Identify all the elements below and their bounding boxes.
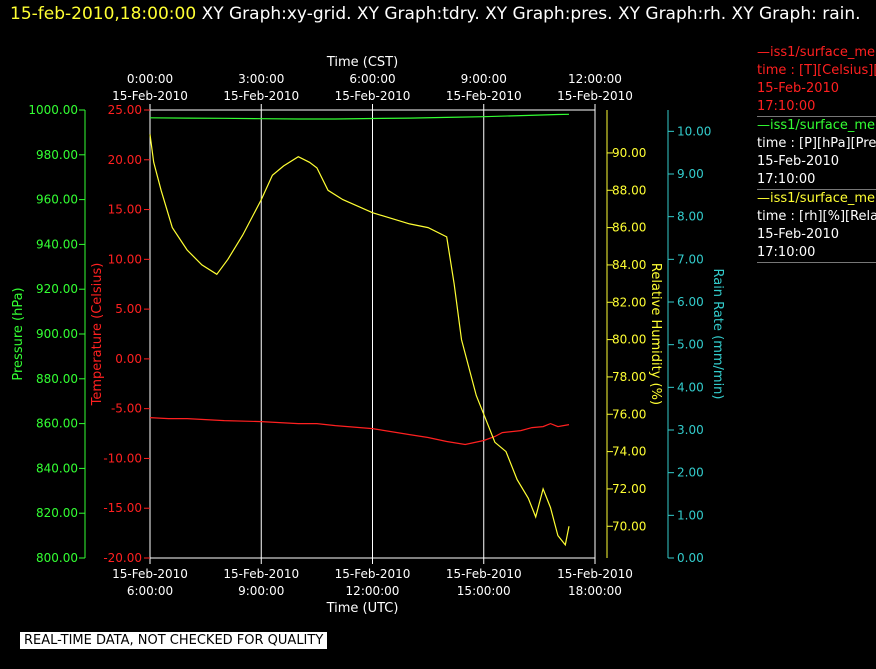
- y-tick-label-rain: 0.00: [677, 551, 704, 565]
- y-tick-label-pressure: 960.00: [36, 193, 78, 207]
- y-tick-label-humidity: 70.00: [612, 519, 646, 533]
- legend-name: —iss1/surface_me: [757, 118, 876, 133]
- legend-date: 15-Feb-2010: [757, 154, 840, 169]
- y-tick-label-rain: 3.00: [677, 423, 704, 437]
- x-axis-title: Time (UTC): [326, 601, 399, 616]
- y-tick-label-rain: 7.00: [677, 252, 704, 266]
- legend-entry-temperature[interactable]: —iss1/surface_me time : [T][Celsius][T 1…: [757, 44, 876, 117]
- graph-header: 15-feb-2010,18:00:00 XY Graph:xy-grid. X…: [10, 0, 870, 28]
- x-top-tick-label-date: 15-Feb-2010: [335, 89, 411, 103]
- x-tick-label-time: 15:00:00: [457, 584, 511, 598]
- y-tick-label-humidity: 88.00: [612, 183, 646, 197]
- legend-units: time : [rh][%][Relati: [757, 209, 876, 224]
- y-axis-title-temperature: Temperature (Celsius): [90, 263, 105, 407]
- legend-time: 17:10:00: [757, 244, 876, 263]
- y-tick-label-rain: 2.00: [677, 466, 704, 480]
- x-tick-label-time: 9:00:00: [238, 584, 284, 598]
- y-tick-label-pressure: 1000.00: [28, 103, 78, 117]
- x-tick-label-date: 15-Feb-2010: [223, 567, 299, 581]
- x-top-tick-label-date: 15-Feb-2010: [223, 89, 299, 103]
- legend-units: time : [P][hPa][Pres: [757, 136, 876, 151]
- legend-date: 15-Feb-2010: [757, 227, 840, 242]
- y-tick-label-pressure: 860.00: [36, 417, 78, 431]
- legend-units: time : [T][Celsius][T: [757, 63, 876, 78]
- header-timestamp: 15-feb-2010,18:00:00: [10, 4, 197, 24]
- series-line-humidity: [149, 134, 570, 547]
- y-tick-label-pressure: 940.00: [36, 237, 78, 251]
- y-tick-label-humidity: 82.00: [612, 295, 646, 309]
- legend-time: 17:10:00: [757, 171, 876, 190]
- y-tick-label-temperature: 20.00: [108, 153, 142, 167]
- x-top-axis-title: Time (CST): [326, 55, 398, 70]
- y-tick-label-humidity: 90.00: [612, 146, 646, 160]
- legend-name: —iss1/surface_me: [757, 45, 876, 60]
- x-top-tick-label-time: 0:00:00: [127, 72, 173, 86]
- y-tick-label-humidity: 86.00: [612, 221, 646, 235]
- y-tick-label-temperature: 10.00: [108, 252, 142, 266]
- y-tick-label-humidity: 84.00: [612, 258, 646, 272]
- x-tick-label-date: 15-Feb-2010: [446, 567, 522, 581]
- header-title: XY Graph:xy-grid. XY Graph:tdry. XY Grap…: [201, 4, 861, 24]
- legend-name: —iss1/surface_me: [757, 191, 876, 206]
- y-tick-label-rain: 5.00: [677, 338, 704, 352]
- x-tick-label-date: 15-Feb-2010: [335, 567, 411, 581]
- y-tick-label-rain: 9.00: [677, 167, 704, 181]
- legend-date: 15-Feb-2010: [757, 81, 840, 96]
- x-tick-label-time: 12:00:00: [346, 584, 400, 598]
- y-axis-title-pressure: Pressure (hPa): [11, 287, 26, 380]
- y-tick-label-temperature: 25.00: [108, 103, 142, 117]
- y-axis-title-rain: Rain Rate (mm/min): [710, 268, 725, 399]
- y-tick-label-pressure: 920.00: [36, 282, 78, 296]
- x-top-tick-label-time: 9:00:00: [461, 72, 507, 86]
- y-tick-label-temperature: -15.00: [103, 501, 142, 515]
- series-line-pressure: [149, 113, 570, 120]
- x-top-tick-label-time: 12:00:00: [568, 72, 622, 86]
- x-top-tick-label-time: 3:00:00: [238, 72, 284, 86]
- x-top-tick-label-date: 15-Feb-2010: [112, 89, 188, 103]
- y-tick-label-temperature: -20.00: [103, 551, 142, 565]
- y-tick-label-rain: 4.00: [677, 380, 704, 394]
- y-tick-label-pressure: 900.00: [36, 327, 78, 341]
- y-tick-label-humidity: 80.00: [612, 333, 646, 347]
- x-tick-label-date: 15-Feb-2010: [557, 567, 633, 581]
- y-tick-label-rain: 10.00: [677, 124, 711, 138]
- x-tick-label-date: 15-Feb-2010: [112, 567, 188, 581]
- y-tick-label-rain: 6.00: [677, 295, 704, 309]
- y-axis-title-humidity: Relative Humidity (%): [648, 263, 663, 405]
- y-tick-label-temperature: 15.00: [108, 203, 142, 217]
- y-tick-label-rain: 8.00: [677, 210, 704, 224]
- y-tick-label-pressure: 980.00: [36, 148, 78, 162]
- y-tick-label-temperature: -10.00: [103, 451, 142, 465]
- y-tick-label-temperature: 0.00: [115, 352, 142, 366]
- y-tick-label-temperature: 5.00: [115, 302, 142, 316]
- legend-entry-pressure[interactable]: —iss1/surface_me time : [P][hPa][Pres 15…: [757, 117, 876, 190]
- y-tick-label-humidity: 76.00: [612, 407, 646, 421]
- x-top-tick-label-date: 15-Feb-2010: [557, 89, 633, 103]
- x-top-tick-label-time: 6:00:00: [349, 72, 395, 86]
- y-tick-label-rain: 1.00: [677, 508, 704, 522]
- y-tick-label-humidity: 72.00: [612, 482, 646, 496]
- y-tick-label-humidity: 74.00: [612, 445, 646, 459]
- y-tick-label-pressure: 820.00: [36, 506, 78, 520]
- y-tick-label-pressure: 880.00: [36, 372, 78, 386]
- quality-warning-banner: REAL-TIME DATA, NOT CHECKED FOR QUALITY: [20, 632, 328, 649]
- legend-entry-humidity[interactable]: —iss1/surface_me time : [rh][%][Relati 1…: [757, 190, 876, 263]
- y-tick-label-pressure: 800.00: [36, 551, 78, 565]
- x-tick-label-time: 6:00:00: [127, 584, 173, 598]
- y-tick-label-temperature: -5.00: [111, 402, 142, 416]
- x-tick-label-time: 18:00:00: [568, 584, 622, 598]
- y-tick-label-humidity: 78.00: [612, 370, 646, 384]
- x-top-tick-label-date: 15-Feb-2010: [446, 89, 522, 103]
- y-tick-label-pressure: 840.00: [36, 461, 78, 475]
- series-line-temperature: [149, 417, 570, 446]
- legend-time: 17:10:00: [757, 98, 876, 117]
